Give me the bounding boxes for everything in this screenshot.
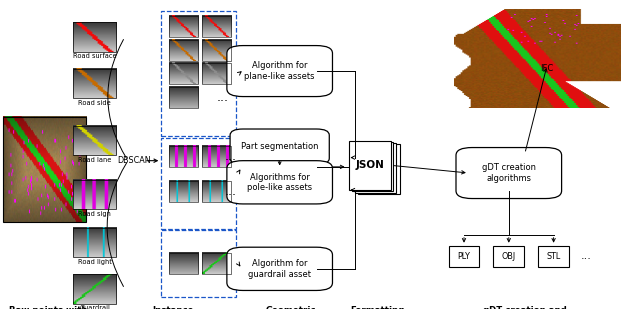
Text: Guardrail: Guardrail (79, 305, 110, 309)
Text: ...: ... (217, 91, 228, 104)
Bar (352, 142, 393, 191)
Bar (349, 141, 390, 190)
Text: Road sign: Road sign (78, 211, 111, 217)
Text: Part segmentation: Part segmentation (241, 142, 319, 151)
Text: DBSCAN: DBSCAN (118, 156, 151, 165)
Text: STL: STL (547, 252, 561, 261)
Text: gDT creation and
representation: gDT creation and representation (483, 306, 566, 309)
Text: Road light: Road light (78, 259, 111, 265)
Bar (169, 16, 198, 37)
Text: Formatting
and storage: Formatting and storage (348, 306, 407, 309)
Bar (3, 117, 86, 222)
Text: ...: ... (225, 150, 236, 163)
Text: Road lane: Road lane (78, 157, 111, 163)
Text: Algorithm for
plane-like assets: Algorithm for plane-like assets (244, 61, 315, 81)
Bar (169, 253, 198, 274)
FancyBboxPatch shape (227, 45, 333, 96)
Bar (202, 63, 231, 84)
Text: ...: ... (225, 185, 236, 198)
Text: gDT creation
algorithms: gDT creation algorithms (482, 163, 536, 183)
Text: Algorithm for
guardrail asset: Algorithm for guardrail asset (248, 259, 311, 278)
Text: Road surface: Road surface (73, 53, 116, 59)
Bar (169, 40, 198, 61)
Text: Algorithms for
pole-like assets: Algorithms for pole-like assets (247, 173, 312, 192)
Bar (73, 228, 116, 257)
Bar (202, 16, 231, 37)
Text: OBJ: OBJ (502, 252, 516, 261)
Bar (202, 40, 231, 61)
Bar (73, 22, 116, 52)
Bar (449, 246, 479, 267)
Bar (73, 126, 116, 155)
Text: Raw points with
semantic labels: Raw points with semantic labels (9, 306, 87, 309)
Bar (161, 11, 236, 136)
Bar (169, 87, 198, 108)
Bar (73, 274, 116, 303)
Bar (358, 144, 399, 194)
Bar (161, 230, 236, 297)
Text: Road side: Road side (78, 99, 111, 106)
Text: IFC: IFC (541, 64, 554, 73)
FancyBboxPatch shape (456, 148, 562, 198)
FancyBboxPatch shape (227, 247, 333, 290)
Bar (169, 63, 198, 84)
Bar (355, 143, 396, 193)
Bar (169, 181, 198, 202)
Bar (73, 69, 116, 98)
Text: Instance
segmentation: Instance segmentation (139, 306, 207, 309)
Bar (493, 246, 524, 267)
Text: PLY: PLY (458, 252, 470, 261)
Bar (202, 253, 231, 274)
FancyBboxPatch shape (227, 161, 333, 204)
Bar (161, 138, 236, 229)
Text: ...: ... (581, 252, 591, 261)
Bar (169, 146, 198, 167)
Text: JSON: JSON (355, 160, 385, 170)
Bar (538, 246, 569, 267)
FancyBboxPatch shape (230, 129, 329, 164)
Bar (202, 146, 231, 167)
Text: Geometric
information extraction: Geometric information extraction (236, 306, 347, 309)
Bar (73, 180, 116, 210)
Bar (202, 181, 231, 202)
